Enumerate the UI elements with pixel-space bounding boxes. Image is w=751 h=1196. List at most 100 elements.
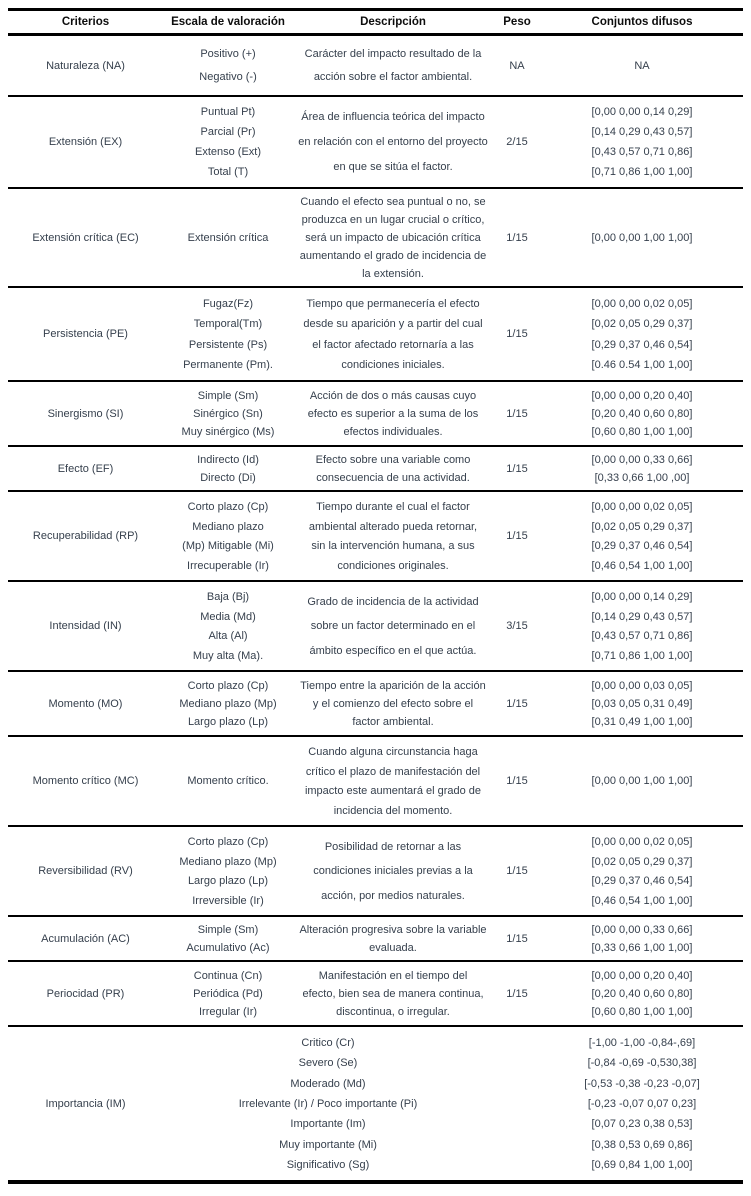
escala-cell: Fugaz(Fz) Temporal(Tm) Persistente (Ps) Per… — [163, 287, 293, 381]
peso-cell-line: 1/15 — [506, 407, 528, 420]
descripcion-cell: Manifestación en el tiempo del efecto, bi… — [293, 961, 493, 1026]
conjuntos-cell-line: [0,43 0,57 0,71 0,86] — [591, 630, 693, 643]
table-row: Extensión (EX) Puntual Pt) Parcial (Pr) Ext… — [8, 96, 743, 188]
descripcion-cell: Cuando el efecto sea puntual o no, se pro… — [293, 188, 493, 287]
criterio-cell-line: Importancia (IM) — [45, 1097, 126, 1110]
escala-cell-line: Mediano plazo (Mp) — [179, 855, 277, 868]
conjuntos-cell-line: [-1,00 -1,00 -0,84-,69] — [588, 1036, 696, 1049]
conjuntos-cell-line: [0,00 0,00 1,00 1,00] — [591, 775, 693, 788]
table-row: Importancia (IM) Critico (Cr) Severo (Se) M… — [8, 1026, 743, 1182]
header-peso: Peso — [503, 16, 531, 28]
conjuntos-cell-line: [0,20 0,40 0,60 0,80] — [591, 407, 693, 420]
escala-cell-line: Muy alta (Ma). — [192, 649, 264, 662]
escala-cell-line: Negativo (-) — [199, 71, 257, 84]
descripcion-cell-line: condiciones iniciales. — [341, 358, 445, 371]
escala-cell-line: Irregular (Ir) — [198, 1006, 258, 1019]
escala-cell-line: Corto plazo (Cp) — [187, 500, 269, 513]
descripcion-cell-line: Manifestación en el tiempo del — [318, 969, 468, 982]
peso-cell: 2/15 — [493, 96, 541, 188]
conjuntos-cell: [0,00 0,00 0,14 0,29] [0,14 0,29 0,43 0,5… — [541, 581, 743, 671]
peso-cell: 1/15 — [493, 671, 541, 736]
escala-cell: Positivo (+) Negativo (-) — [163, 35, 293, 97]
descripcion-cell-line: ámbito específico en el que actúa. — [309, 644, 477, 657]
criterio-cell-line: Sinergismo (SI) — [47, 407, 124, 420]
table-row: Recuperabilidad (RP) Corto plazo (Cp) Medi… — [8, 491, 743, 581]
descripcion-cell-line: evaluada. — [369, 941, 417, 954]
descripcion-cell-line: Área de influencia teórica del impacto — [301, 111, 485, 124]
conjuntos-cell-line: [0,33 0,66 1,00 1,00] — [591, 941, 693, 954]
conjuntos-cell-line: [0,00 0,00 0,02 0,05] — [591, 297, 693, 310]
escala-cell-line: Largo plazo (Lp) — [187, 875, 269, 888]
escala-cell: Simple (Sm) Sinérgico (Sn) Muy sinérgico (… — [163, 381, 293, 446]
conjuntos-cell-line: [0,00 0,00 0,02 0,05] — [591, 500, 693, 513]
criterio-cell: Periocidad (PR) — [8, 961, 163, 1026]
conjuntos-cell-line: [0,31 0,49 1,00 1,00] — [591, 716, 693, 729]
descripcion-cell: Tiempo que permanecería el efecto desde s… — [293, 287, 493, 381]
header-conjuntos: Conjuntos difusos — [591, 16, 693, 28]
criterio-cell: Naturaleza (NA) — [8, 35, 163, 97]
criterio-cell: Reversibilidad (RV) — [8, 826, 163, 916]
conjuntos-cell: [0,00 0,00 0,33 0,66] [0,33 0,66 1,00 1,0… — [541, 916, 743, 961]
escala-cell: Simple (Sm) Acumulativo (Ac) — [163, 916, 293, 961]
descripcion-cell-line: aumentando el grado de incidencia de — [299, 249, 487, 262]
criterio-cell-line: Efecto (EF) — [57, 462, 114, 475]
conjuntos-cell-line: [0,71 0,86 1,00 1,00] — [591, 166, 693, 179]
escala-cell-line: Critico (Cr) — [301, 1036, 355, 1049]
descripcion-cell-line: Efecto sobre una variable como — [315, 454, 471, 467]
escala-cell-line: Mediano plazo — [192, 520, 264, 533]
descripcion-cell-line: acción sobre el factor ambiental. — [313, 71, 473, 84]
criterio-cell-line: Acumulación (AC) — [41, 932, 130, 945]
peso-cell-line: 2/15 — [506, 136, 528, 149]
conjuntos-cell-line: [-0,53 -0,38 -0,23 -0,07] — [584, 1077, 700, 1090]
descripcion-cell-line: en relación con el entorno del proyecto — [298, 136, 488, 149]
criterio-cell: Momento crítico (MC) — [8, 736, 163, 826]
escala-cell-line: Sinérgico (Sn) — [193, 407, 263, 420]
escala-cell-line: Acumulativo (Ac) — [186, 941, 270, 954]
criterio-cell-line: Extensión (EX) — [48, 136, 123, 149]
conjuntos-cell-line: [0,38 0,53 0,69 0,86] — [591, 1138, 693, 1151]
table-row: Acumulación (AC) Simple (Sm) Acumulativo (… — [8, 916, 743, 961]
criterio-cell: Persistencia (PE) — [8, 287, 163, 381]
descripcion-cell: Grado de incidencia de la actividad sobre… — [293, 581, 493, 671]
peso-cell-line: 1/15 — [506, 697, 528, 710]
descripcion-cell-line: Cuando el efecto sea puntual o no, se — [300, 196, 486, 209]
descripcion-cell-line: ambiental alterado pueda retornar, — [308, 520, 478, 533]
conjuntos-cell-line: [0,33 0,66 1,00 ,00] — [594, 471, 690, 484]
escala-cell-line: Fugaz(Fz) — [202, 297, 254, 310]
escala-cell-line: Parcial (Pr) — [200, 126, 256, 139]
descripcion-cell-line: Tiempo entre la aparición de la acción — [300, 679, 486, 692]
descripcion-cell-line: Tiempo durante el cual el factor — [316, 500, 470, 513]
descripcion-cell-line: condiciones iniciales previas a la — [313, 865, 473, 878]
conjuntos-cell-line: [0,46 0,54 1,00 1,00] — [591, 894, 693, 907]
header-row: Criterios Escala de valoración Descripci… — [8, 10, 743, 35]
conjuntos-cell-line: [0,00 0,00 0,14 0,29] — [591, 590, 693, 603]
descripcion-cell-line: acción, por medios naturales. — [321, 889, 465, 902]
escala-cell-line: Importante (Im) — [290, 1118, 366, 1131]
peso-cell-line: 1/15 — [506, 865, 528, 878]
escala-cell-line: Simple (Sm) — [197, 389, 259, 402]
descripcion-cell-line: impacto este aumentará el grado de — [304, 785, 482, 798]
table-row: Naturaleza (NA) Positivo (+) Negativo (-) C… — [8, 34, 743, 97]
conjuntos-cell-line: [0,00 0,00 0,20 0,40] — [591, 969, 693, 982]
conjuntos-cell: [0,00 0,00 0,03 0,05] [0,03 0,05 0,31 0,4… — [541, 671, 743, 736]
descripcion-cell-line: Acción de dos o más causas cuyo — [309, 389, 477, 402]
conjuntos-cell: [0,00 0,00 1,00 1,00] — [541, 736, 743, 826]
descripcion-cell-line: sin la intervención humana, a sus — [311, 540, 475, 553]
escala-cell-line: Irrecuperable (Ir) — [187, 559, 269, 572]
escala-cell-line: Extensión crítica — [187, 231, 269, 244]
header-criterios: Criterios — [61, 16, 110, 28]
escala-cell-line: Total (T) — [207, 166, 249, 179]
descripcion-cell-line: sobre un factor determinado en el — [310, 620, 476, 633]
descripcion-cell-line: el factor afectado retornaría a las — [312, 338, 474, 351]
escala-cell-line: Significativo (Sg) — [286, 1159, 370, 1171]
conjuntos-cell-line: [0,29 0,37 0,46 0,54] — [591, 540, 693, 553]
escala-cell: Indirecto (Id) Directo (Di) — [163, 446, 293, 491]
conjuntos-cell-line: [0,02 0,05 0,29 0,37] — [591, 855, 693, 868]
escala-cell-line: (Mp) Mitigable (Mi) — [182, 540, 274, 553]
conjuntos-cell-line: [0,71 0,86 1,00 1,00] — [591, 649, 693, 662]
criteria-table: Criterios Escala de valoración Descripci… — [8, 8, 743, 1185]
descripcion-cell-line: efecto es superior a la suma de los — [307, 407, 479, 420]
conjuntos-cell-line: NA — [634, 59, 650, 72]
table-row: Persistencia (PE) Fugaz(Fz) Temporal(Tm) Pe… — [8, 287, 743, 381]
table-row: Sinergismo (SI) Simple (Sm) Sinérgico (Sn)… — [8, 381, 743, 446]
